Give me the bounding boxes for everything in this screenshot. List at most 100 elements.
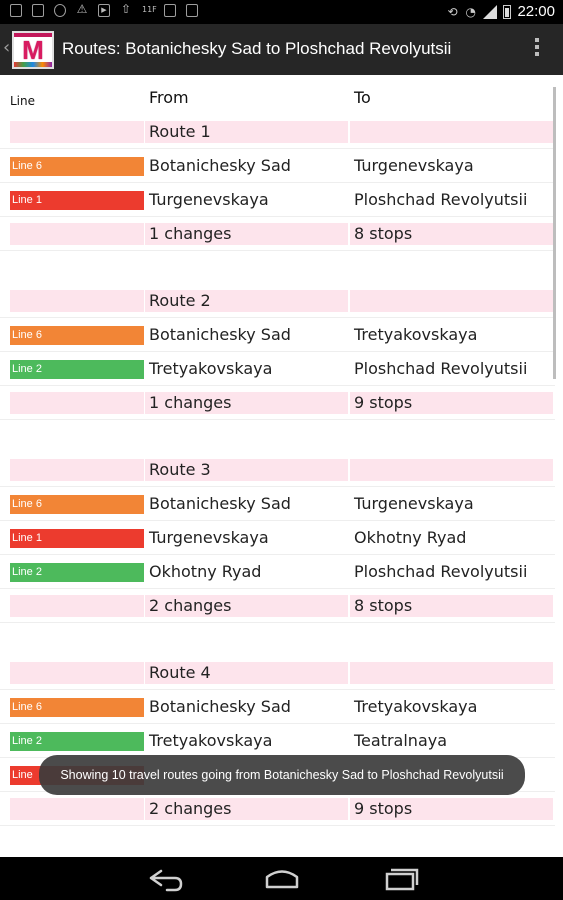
gallery-icon <box>10 4 22 17</box>
header-to: To <box>354 88 371 107</box>
app-logo[interactable]: M <box>12 31 54 69</box>
to-station: Turgenevskaya <box>354 156 474 175</box>
to-station: Okhotny Ryad <box>354 528 467 547</box>
line-badge: Line 6 <box>10 495 144 514</box>
changes-count: 1 changes <box>145 392 348 414</box>
route-segment-row[interactable]: Line 2 Tretyakovskaya Teatralnaya <box>0 724 563 758</box>
from-station: Turgenevskaya <box>149 190 269 209</box>
stops-count: 9 stops <box>350 392 553 414</box>
from-station: Botanichesky Sad <box>149 697 291 716</box>
line-badge: Line 2 <box>10 360 144 379</box>
routes-table: Line From To Route 1 Line 6 Botanichesky S… <box>0 75 563 857</box>
to-station: Ploshchad Revolyutsii <box>354 190 528 209</box>
gallery-icon <box>164 4 176 17</box>
line-cell <box>10 121 144 143</box>
from-station: Okhotny Ryad <box>149 562 262 581</box>
changes-count: 2 changes <box>145 595 348 617</box>
route-header-row[interactable]: Route 2 <box>0 284 563 318</box>
header-from: From <box>149 88 189 107</box>
back-icon[interactable] <box>141 863 187 893</box>
table-header: Line From To <box>0 88 563 112</box>
line-badge: Line 2 <box>10 563 144 582</box>
route-header-row[interactable]: Route 3 <box>0 453 563 487</box>
to-station: Tretyakovskaya <box>354 325 478 344</box>
line-cell <box>10 798 144 820</box>
line-cell <box>10 662 144 684</box>
download-icon: ⇧ <box>120 2 132 16</box>
from-station: Turgenevskaya <box>149 528 269 547</box>
header-line: Line <box>10 94 36 108</box>
to-station <box>350 290 553 312</box>
recent-apps-icon[interactable] <box>378 863 424 893</box>
route-title: Route 2 <box>145 290 348 312</box>
route-summary-row[interactable]: 2 changes 9 stops <box>0 792 563 826</box>
card-icon <box>32 4 44 17</box>
changes-count: 1 changes <box>145 223 348 245</box>
route-title: Route 1 <box>145 121 348 143</box>
line-badge: Line 6 <box>10 698 144 717</box>
recycle-icon <box>54 4 66 17</box>
route-segment-row[interactable]: Line 6 Botanichesky Sad Turgenevskaya <box>0 487 563 521</box>
stops-count: 9 stops <box>350 798 553 820</box>
route-summary-row[interactable]: 1 changes 9 stops <box>0 386 563 420</box>
to-station: Teatralnaya <box>354 731 448 750</box>
bag-icon <box>186 4 198 17</box>
to-station <box>350 662 553 684</box>
route-summary-row[interactable]: 1 changes 8 stops <box>0 217 563 251</box>
play-icon: ▶ <box>98 4 110 17</box>
from-station: Tretyakovskaya <box>149 731 273 750</box>
route-segment-row[interactable]: Line 2 Okhotny Ryad Ploshchad Revolyutsii <box>0 555 563 589</box>
scrollbar[interactable] <box>553 87 556 379</box>
from-station: Botanichesky Sad <box>149 156 291 175</box>
to-station: Turgenevskaya <box>354 494 474 513</box>
status-bar: ⚠ ▶ ⇧ 11F ⟲ ◔ 22:00 <box>0 0 563 24</box>
up-navigation-icon[interactable]: ‹ <box>3 37 11 58</box>
changes-count: 2 changes <box>145 798 348 820</box>
action-bar: ‹ M Routes: Botanichesky Sad to Ploshcha… <box>0 24 563 75</box>
stops-count: 8 stops <box>350 595 553 617</box>
line-badge: Line 1 <box>10 529 144 548</box>
to-station: Tretyakovskaya <box>354 697 478 716</box>
route-segment-row[interactable]: Line 2 Tretyakovskaya Ploshchad Revolyutsi… <box>0 352 563 386</box>
notification-icons: ⚠ ▶ ⇧ 11F <box>10 2 198 17</box>
route-summary-row[interactable]: 2 changes 8 stops <box>0 589 563 623</box>
overflow-menu-icon[interactable] <box>535 38 541 59</box>
route-title: Route 4 <box>145 662 348 684</box>
route-title: Route 3 <box>145 459 348 481</box>
line-cell <box>10 392 144 414</box>
route-header-row[interactable]: Route 1 <box>0 115 563 149</box>
line-badge: Line 6 <box>10 326 144 345</box>
page-title: Routes: Botanichesky Sad to Ploshchad Re… <box>62 39 452 58</box>
line-badge: Line 1 <box>10 191 144 210</box>
route-segment-row[interactable]: Line 6 Botanichesky Sad Turgenevskaya <box>0 149 563 183</box>
route-segment-row[interactable]: Line 6 Botanichesky Sad Tretyakovskaya <box>0 318 563 352</box>
from-station: Botanichesky Sad <box>149 325 291 344</box>
line-cell <box>10 223 144 245</box>
line-badge: Line 2 <box>10 732 144 751</box>
line-cell <box>10 290 144 312</box>
route-segment-row[interactable]: Line 1 Turgenevskaya Ploshchad Revolyutsii <box>0 183 563 217</box>
to-station: Ploshchad Revolyutsii <box>354 562 528 581</box>
line-badge: Line 6 <box>10 157 144 176</box>
logo-letter: M <box>22 34 44 65</box>
to-station <box>350 121 553 143</box>
toast-message: Showing 10 travel routes going from Bota… <box>39 755 525 795</box>
route-segment-row[interactable]: Line 1 Turgenevskaya Okhotny Ryad <box>0 521 563 555</box>
11f-icon: 11F <box>142 5 157 14</box>
from-station: Tretyakovskaya <box>149 359 273 378</box>
navigation-bar <box>0 857 563 900</box>
rotate-icon: ⟲ <box>447 4 458 19</box>
system-icons: ⟲ ◔ 22:00 <box>447 3 555 20</box>
route-header-row[interactable]: Route 4 <box>0 656 563 690</box>
battery-icon <box>503 4 512 19</box>
line-cell <box>10 595 144 617</box>
from-station: Botanichesky Sad <box>149 494 291 513</box>
to-station <box>350 459 553 481</box>
line-cell <box>10 459 144 481</box>
stops-count: 8 stops <box>350 223 553 245</box>
home-icon[interactable] <box>259 863 305 893</box>
wifi-icon: ◔ <box>465 4 476 19</box>
warning-icon: ⚠ <box>76 2 88 16</box>
clock: 22:00 <box>517 3 555 20</box>
route-segment-row[interactable]: Line 6 Botanichesky Sad Tretyakovskaya <box>0 690 563 724</box>
